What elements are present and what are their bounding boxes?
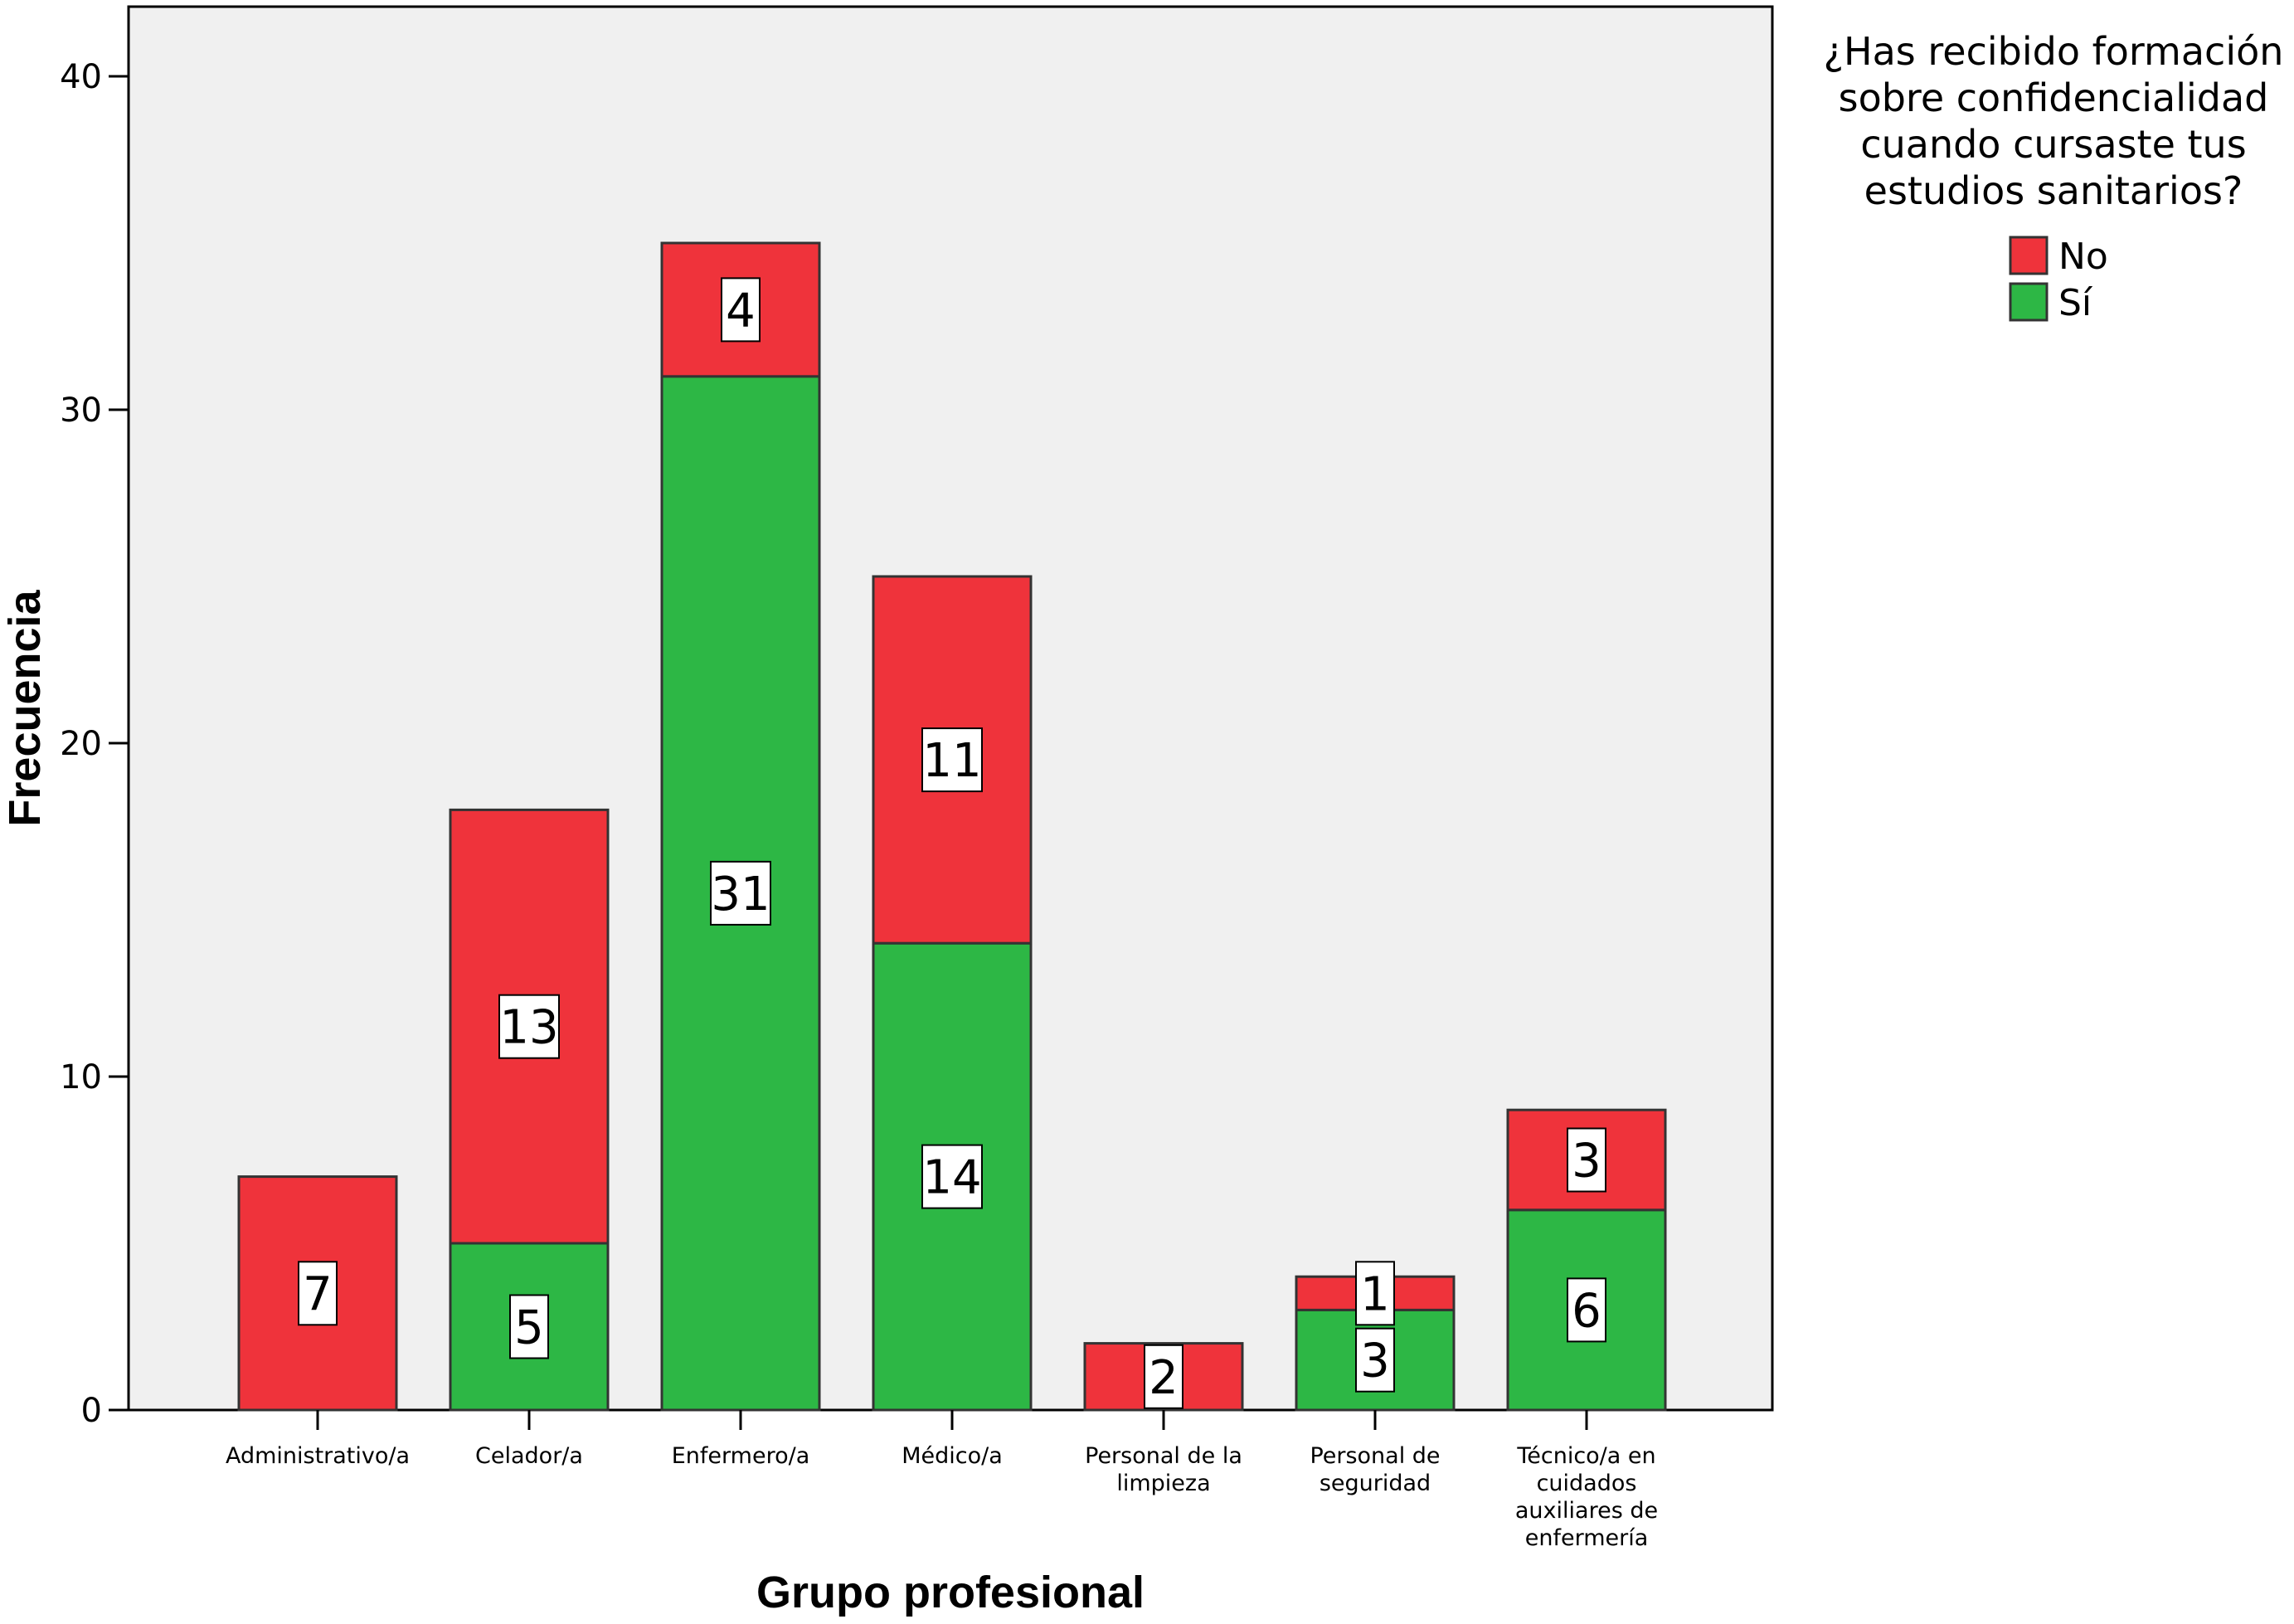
data-label-box (721, 277, 761, 343)
data-label: 31 (711, 868, 770, 921)
x-category-label-line: Médico/a (902, 1443, 1003, 1469)
legend-label-si: Sí (2058, 282, 2093, 324)
x-category-label: Personal de la limpieza (1085, 1443, 1242, 1496)
data-label: 14 (922, 1151, 981, 1205)
legend-title-line: sobre confidencialidad (1839, 75, 2269, 120)
legend-swatch-no (2009, 236, 2049, 275)
legend-label-no: No (2058, 236, 2108, 278)
y-tick-label: 0 (81, 1392, 102, 1430)
x-category-label-line: Administrativo/a (226, 1443, 410, 1469)
data-label: 13 (499, 1001, 558, 1055)
x-category-label-line: auxiliares de (1515, 1498, 1658, 1524)
y-axis-title: Frecuencia (0, 589, 50, 826)
data-label: 3 (1360, 1335, 1390, 1388)
x-category-label-line: Celador/a (475, 1443, 583, 1469)
data-label-box (498, 994, 560, 1059)
data-label-box (1355, 1261, 1395, 1326)
x-axis: Administrativo/a Celador/a Enfermero/a Médi… (226, 1410, 1658, 1551)
data-label-box (1144, 1344, 1183, 1409)
data-label: 7 (303, 1267, 333, 1321)
x-category-label: Personal de seguridad (1310, 1443, 1440, 1496)
x-category-label: Enfermero/a (672, 1443, 810, 1469)
data-label: 2 (1149, 1351, 1179, 1405)
data-label: 5 (514, 1301, 544, 1355)
y-tick-label: 40 (60, 58, 102, 96)
x-category-label-line: limpieza (1116, 1471, 1210, 1496)
data-label-box (1567, 1277, 1606, 1343)
data-label-box (710, 860, 771, 926)
data-label: 4 (726, 284, 756, 338)
y-tick-label: 30 (60, 391, 102, 430)
y-axis: 0 10 20 30 40 (60, 7, 130, 1430)
x-category-label-line: cuidados (1537, 1471, 1637, 1496)
x-category-label-line: seguridad (1320, 1471, 1431, 1496)
data-label-box (921, 1144, 983, 1209)
data-label: 6 (1572, 1284, 1601, 1338)
legend-title-line: cuando cursaste tus (1860, 122, 2246, 167)
data-label-box (1355, 1327, 1395, 1393)
x-category-label-line: Personal de la (1085, 1443, 1242, 1469)
legend-swatch-si (2009, 282, 2049, 322)
legend-title-line: ¿Has recibido formación (1824, 29, 2284, 74)
data-label-box (921, 727, 983, 793)
legend-title-line: estudios sanitarios? (1864, 168, 2243, 213)
y-tick-label: 10 (60, 1058, 102, 1096)
data-label: 1 (1360, 1267, 1390, 1321)
x-category-label-line: Técnico/a en (1516, 1443, 1655, 1469)
data-label-box (509, 1294, 549, 1359)
x-category-label-line: Personal de (1310, 1443, 1440, 1469)
x-category-label: Celador/a (475, 1443, 583, 1469)
bars-group (237, 241, 1667, 1412)
y-tick-label: 20 (60, 725, 102, 763)
x-category-label-line: Enfermero/a (672, 1443, 810, 1469)
x-axis-title: Grupo profesional (756, 1568, 1145, 1617)
data-label: 3 (1572, 1135, 1601, 1189)
x-category-label: Administrativo/a (226, 1443, 410, 1469)
x-category-label-line: enfermería (1525, 1525, 1649, 1551)
x-category-label: Técnico/a en cuidados auxiliares de enferme… (1515, 1443, 1658, 1551)
data-label: 11 (922, 734, 981, 788)
data-label-box (298, 1261, 338, 1326)
data-label-box (1567, 1127, 1606, 1193)
bar-no-medico-a (872, 575, 1033, 945)
x-category-label: Médico/a (902, 1443, 1003, 1469)
